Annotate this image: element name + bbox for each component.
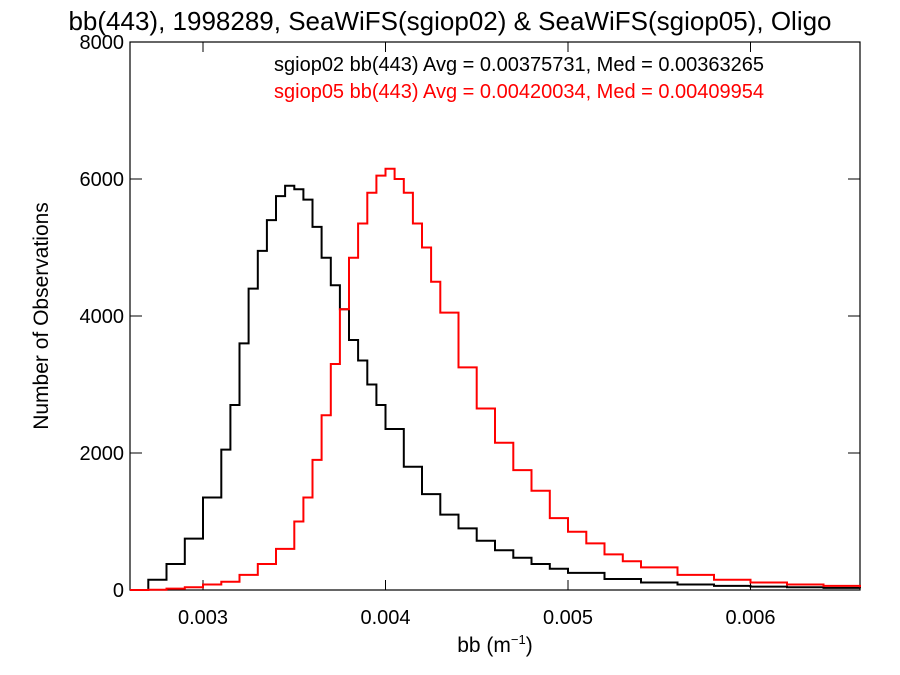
- y-tick-label: 6000: [80, 169, 125, 191]
- data-series: [130, 167, 861, 591]
- x-axis-label: bb (m−1): [457, 632, 533, 657]
- plot-frame: [129, 41, 861, 591]
- series-line-1: [130, 184, 861, 591]
- chart-title: bb(443), 1998289, SeaWiFS(sgiop02) & Sea…: [68, 6, 831, 36]
- legend-entry-1: sgiop02 bb(443) Avg = 0.00375731, Med = …: [274, 54, 764, 76]
- x-tick-label: 0.005: [543, 607, 593, 629]
- legend-entry-2: sgiop05 bb(443) Avg = 0.00420034, Med = …: [274, 81, 764, 103]
- y-tick-label: 4000: [80, 306, 125, 328]
- x-tick-label: 0.004: [360, 607, 410, 629]
- y-tick-label: 2000: [80, 443, 125, 465]
- axis-ticks: 0.003 0.004 0.005 0.006 0 2000 4000 6000 8000: [80, 32, 860, 629]
- legend: sgiop02 bb(443) Avg = 0.00375731, Med = …: [274, 54, 764, 103]
- x-tick-label: 0.003: [178, 607, 228, 629]
- y-tick-label: 8000: [80, 32, 125, 54]
- y-axis-label: Number of Observations: [30, 202, 53, 430]
- x-axis-label-text: bb (m: [457, 634, 511, 657]
- y-tick-label: 0: [113, 580, 124, 602]
- x-axis-label-superscript: −1: [511, 632, 526, 647]
- x-axis-label-close: ): [526, 634, 533, 657]
- x-tick-label: 0.006: [725, 607, 775, 629]
- series-line-2: [130, 167, 861, 591]
